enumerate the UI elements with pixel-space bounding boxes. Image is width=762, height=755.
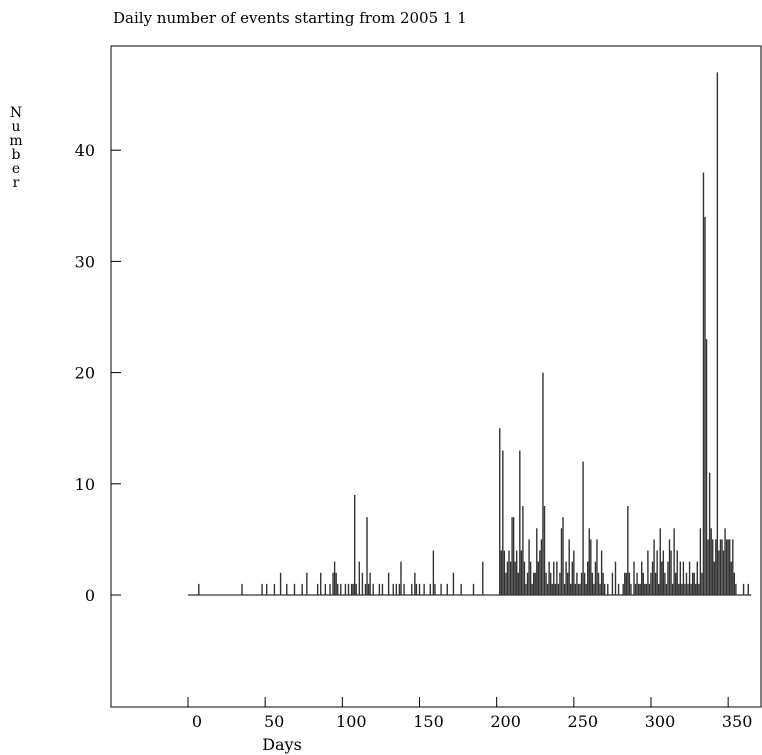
- plot-frame: [110, 45, 762, 708]
- y-axis-label-char: r: [13, 175, 20, 191]
- x-tick-label-150: 150: [413, 712, 444, 731]
- x-tick-label-200: 200: [490, 712, 521, 731]
- x-axis: 0 50 100 150 200 250 300 350: [187, 697, 753, 731]
- x-tick-label-100: 100: [336, 712, 367, 731]
- chart-title: Daily number of events starting from 200…: [113, 9, 467, 27]
- x-tick-label-300: 300: [645, 712, 676, 731]
- y-axis-label-char: u: [11, 119, 20, 135]
- y-tick-label-10: 10: [75, 475, 95, 494]
- y-tick-label-20: 20: [75, 364, 95, 383]
- y-axis-label-char: m: [9, 133, 22, 149]
- y-axis-label-char: e: [12, 161, 20, 177]
- x-tick-label-250: 250: [568, 712, 599, 731]
- x-tick-label-50: 50: [264, 712, 284, 731]
- y-tick-label-30: 30: [75, 252, 95, 271]
- y-axis-label-char: N: [10, 105, 22, 121]
- y-axis-label-char: b: [12, 147, 21, 163]
- x-tick-label-0: 0: [192, 712, 202, 731]
- y-tick-label-0: 0: [85, 586, 95, 605]
- x-tick-label-350: 350: [722, 712, 753, 731]
- y-axis: 0 10 20 30 40: [75, 141, 121, 605]
- bars-layer: [198, 72, 749, 595]
- x-axis-label: Days: [262, 735, 302, 754]
- y-tick-label-40: 40: [75, 141, 95, 160]
